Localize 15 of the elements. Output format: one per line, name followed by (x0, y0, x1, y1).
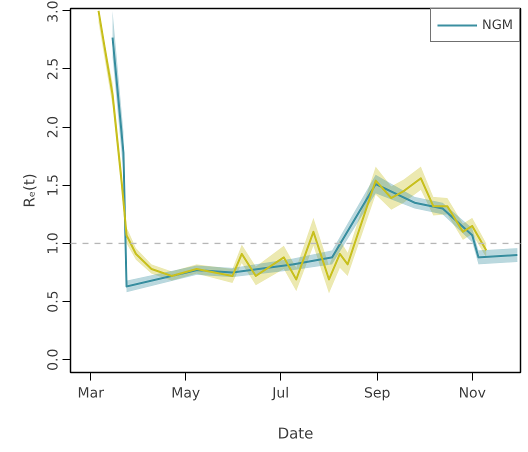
x-tick-label: Mar (78, 386, 104, 402)
x-tick-label: Nov (458, 386, 486, 402)
y-tick-label: 0.5 (46, 290, 62, 313)
y-tick-label: 2.0 (46, 116, 62, 138)
y-tick-label: 3.0 (46, 0, 62, 23)
legend-label: NGM (482, 18, 513, 32)
x-tick-label: Jul (271, 386, 290, 402)
x-axis-title: Date (278, 424, 314, 442)
x-tick-label: Sep (364, 386, 391, 402)
y-tick-label: 0.0 (46, 348, 62, 371)
y-tick-label: 1.5 (46, 174, 62, 196)
x-tick-label: May (171, 386, 200, 402)
y-tick-label: 1.0 (46, 232, 62, 255)
y-tick-label: 2.5 (46, 58, 62, 80)
y-axis-title: Rₑ(t) (20, 173, 38, 208)
